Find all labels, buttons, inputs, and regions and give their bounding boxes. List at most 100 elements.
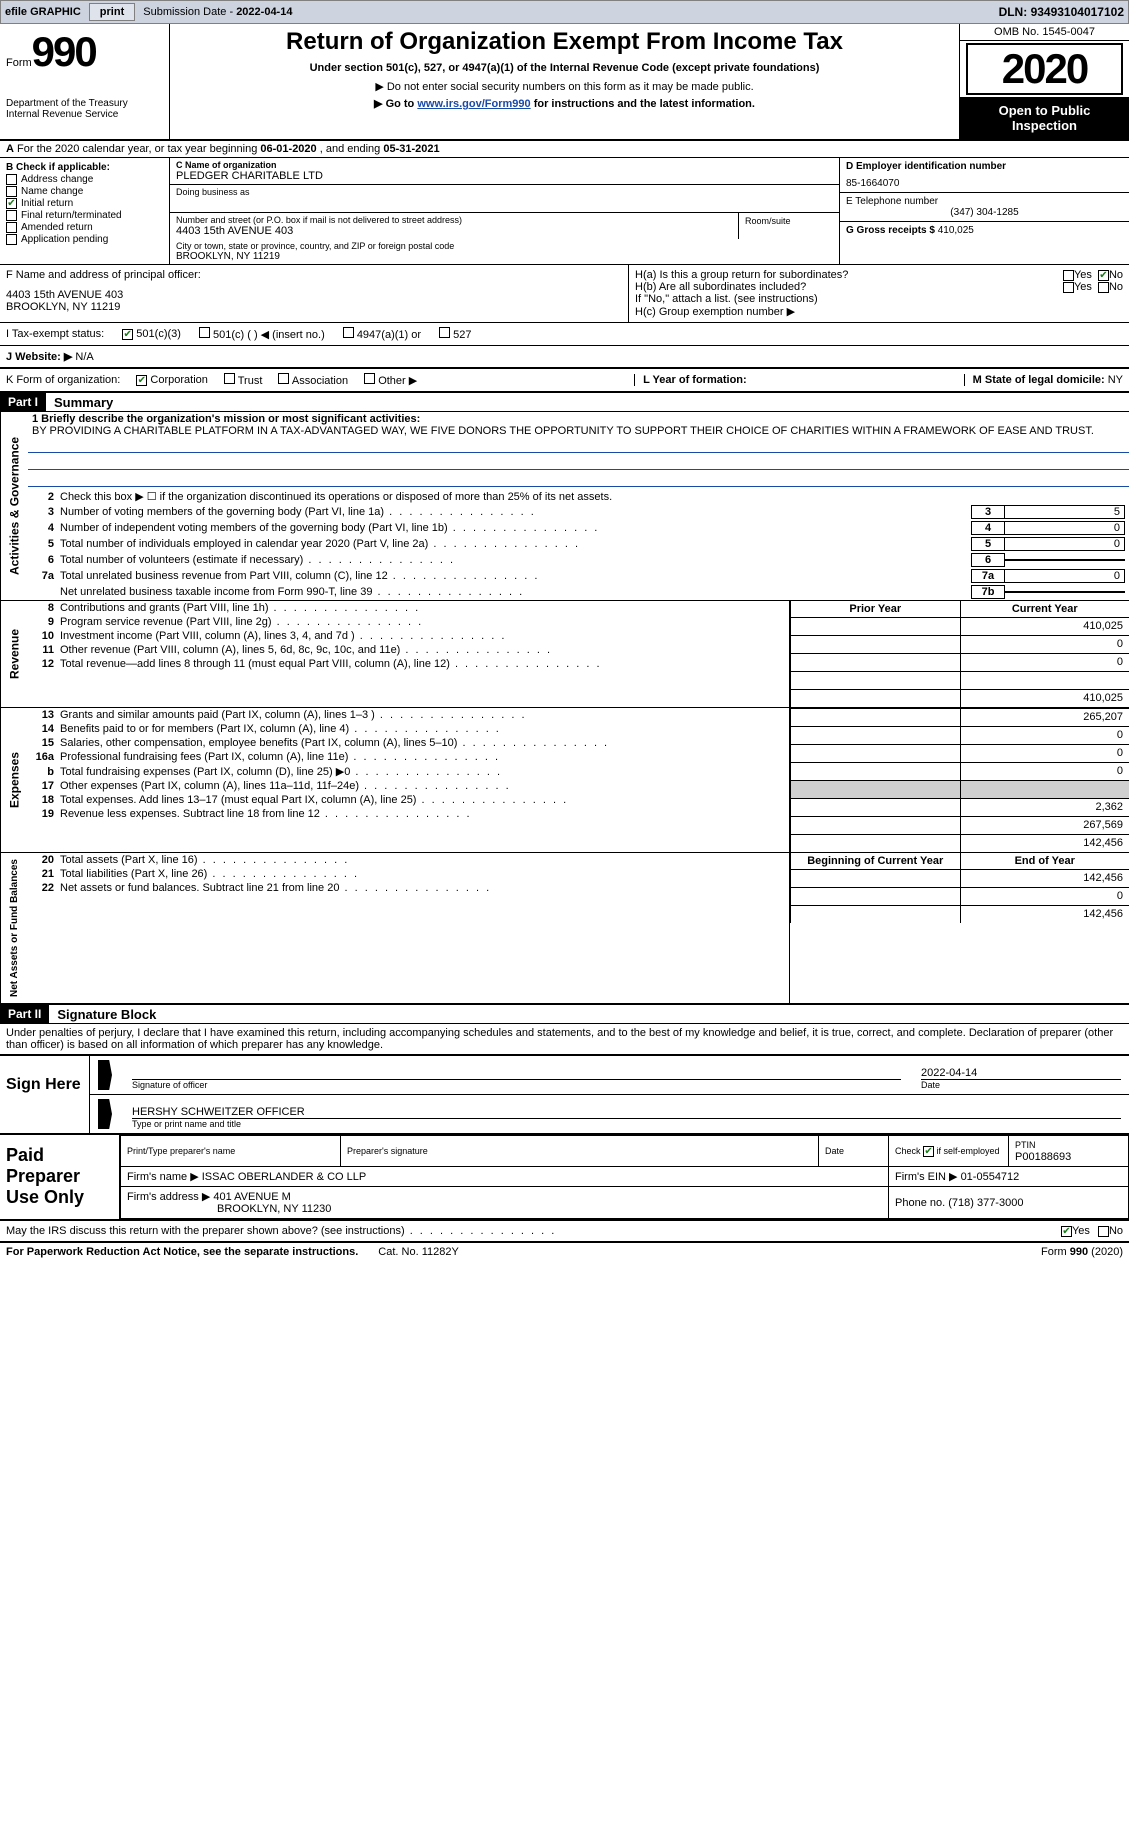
checkbox-column: B Check if applicable: Address change Na… — [0, 158, 170, 264]
trust-checkbox[interactable] — [224, 373, 235, 384]
q2: 2Check this box ▶ ☐ if the organization … — [28, 489, 1129, 504]
fin-line: 9Program service revenue (Part VIII, lin… — [28, 615, 789, 629]
hb-yes-checkbox[interactable] — [1063, 282, 1074, 293]
signature-block: Sign Here Signature of officer 2022-04-1… — [0, 1054, 1129, 1133]
period-begin: 06-01-2020 — [260, 143, 316, 155]
paid-table: Print/Type preparer's name Preparer's si… — [120, 1135, 1129, 1219]
q1-label: 1 Briefly describe the organization's mi… — [32, 413, 420, 425]
527-checkbox[interactable] — [439, 327, 450, 338]
gov-tab: Activities & Governance — [0, 412, 28, 600]
prior-header: Prior Year — [790, 601, 960, 617]
q2-text: Check this box ▶ ☐ if the organization d… — [60, 490, 1125, 503]
right-column: D Employer identification number 85-1664… — [839, 158, 1129, 264]
corp-checkbox[interactable] — [136, 375, 147, 386]
ha-label: H(a) Is this a group return for subordin… — [635, 269, 1063, 281]
m-value: NY — [1108, 374, 1123, 386]
irs-link[interactable]: www.irs.gov/Form990 — [417, 98, 530, 110]
fin-line: 13Grants and similar amounts paid (Part … — [28, 708, 789, 722]
part1-header: Part I Summary — [0, 393, 1129, 412]
discuss-question: May the IRS discuss this return with the… — [6, 1225, 1061, 1237]
amount-row — [790, 671, 1129, 689]
cb-amended[interactable]: Amended return — [6, 222, 163, 233]
goto-suffix: for instructions and the latest informat… — [531, 98, 755, 110]
j-value: N/A — [75, 351, 93, 363]
ruled-line — [28, 438, 1129, 453]
eoy-header: End of Year — [960, 853, 1129, 869]
ha-no: No — [1109, 269, 1123, 281]
ha-yes: Yes — [1074, 269, 1092, 281]
ha-yes-checkbox[interactable] — [1063, 270, 1074, 281]
self-employed-checkbox[interactable] — [923, 1146, 934, 1157]
dept-line1: Department of the Treasury — [6, 98, 163, 109]
other-checkbox[interactable] — [364, 373, 375, 384]
l-block: L Year of formation: — [634, 374, 747, 386]
discuss-no-checkbox[interactable] — [1098, 1226, 1109, 1237]
org-column: C Name of organization PLEDGER CHARITABL… — [170, 158, 839, 264]
cb-amended-label: Amended return — [21, 222, 93, 233]
ha-no-checkbox[interactable] — [1098, 270, 1109, 281]
ruled-line — [28, 455, 1129, 470]
cb-final[interactable]: Final return/terminated — [6, 210, 163, 221]
amount-row: 265,207 — [790, 708, 1129, 726]
f-addr2: BROOKLYN, NY 11219 — [6, 301, 622, 313]
officer-name: HERSHY SCHWEITZER OFFICER — [132, 1106, 1121, 1118]
addr-label: Number and street (or P.O. box if mail i… — [176, 215, 732, 225]
form-number: Form 990 — [6, 28, 163, 76]
amount-row: 410,025 — [790, 689, 1129, 707]
fin-line: 11Other revenue (Part VIII, column (A), … — [28, 643, 789, 657]
501c-checkbox[interactable] — [199, 327, 210, 338]
discuss-yes: Yes — [1072, 1225, 1090, 1237]
cb-application[interactable]: Application pending — [6, 234, 163, 245]
arrow-icon — [98, 1060, 112, 1090]
cb-initial[interactable]: Initial return — [6, 198, 163, 209]
sig-line-2: HERSHY SCHWEITZER OFFICER Type or print … — [90, 1095, 1129, 1133]
trust-label: Trust — [238, 375, 263, 387]
corp-label: Corporation — [150, 374, 207, 386]
prep-name-label: Print/Type preparer's name — [127, 1146, 235, 1156]
ptin-value: P00188693 — [1015, 1151, 1071, 1163]
hb-no-checkbox[interactable] — [1098, 282, 1109, 293]
form-header: Form 990 Department of the Treasury Inte… — [0, 24, 1129, 141]
cb-address-label: Address change — [21, 174, 93, 185]
amount-row — [790, 780, 1129, 798]
fh-block: F Name and address of principal officer:… — [0, 265, 1129, 323]
501c3-checkbox[interactable] — [122, 329, 133, 340]
f-block: F Name and address of principal officer:… — [0, 265, 629, 322]
h-block: H(a) Is this a group return for subordin… — [629, 265, 1129, 322]
amount-header: Prior Year Current Year — [790, 601, 1129, 617]
addr-value: 4403 15th AVENUE 403 — [176, 225, 732, 237]
officer-label: Type or print name and title — [132, 1118, 1121, 1129]
discuss-yes-checkbox[interactable] — [1061, 1226, 1072, 1237]
paid-preparer-label: Paid Preparer Use Only — [0, 1135, 120, 1219]
firm-ein: 01-0554712 — [961, 1171, 1020, 1183]
assoc-checkbox[interactable] — [278, 373, 289, 384]
cb-name-label: Name change — [21, 186, 83, 197]
part2-header: Part II Signature Block — [0, 1005, 1129, 1024]
header-right: OMB No. 1545-0047 2020 Open to Public In… — [959, 24, 1129, 139]
sig-date-value: 2022-04-14 — [921, 1067, 1121, 1079]
fin-line: 10Investment income (Part VIII, column (… — [28, 629, 789, 643]
efile-label: efile GRAPHIC — [5, 6, 81, 18]
goto-line: ▶ Go to www.irs.gov/Form990 for instruct… — [176, 97, 953, 110]
cb-name[interactable]: Name change — [6, 186, 163, 197]
netassets-section: Net Assets or Fund Balances 20Total asse… — [0, 853, 1129, 1005]
discuss-row: May the IRS discuss this return with the… — [0, 1221, 1129, 1243]
print-button[interactable]: print — [89, 3, 135, 21]
header-left: Form 990 Department of the Treasury Inte… — [0, 24, 170, 139]
pra-notice: For Paperwork Reduction Act Notice, see … — [6, 1246, 358, 1258]
current-header: Current Year — [960, 601, 1129, 617]
gross-label: G Gross receipts $ — [846, 225, 938, 236]
l-label: L Year of formation: — [643, 374, 747, 386]
footer-formno: 990 — [1070, 1246, 1088, 1258]
prep-sig-label: Preparer's signature — [347, 1146, 428, 1156]
4947-checkbox[interactable] — [343, 327, 354, 338]
firm-phone: (718) 377-3000 — [948, 1197, 1023, 1209]
org-name-label: C Name of organization — [176, 160, 829, 170]
cb-address[interactable]: Address change — [6, 174, 163, 185]
assoc-label: Association — [292, 375, 348, 387]
form-990-number: 990 — [32, 28, 96, 76]
footer-year: 2020 — [1095, 1246, 1119, 1258]
hb-label: H(b) Are all subordinates included? — [635, 281, 1063, 293]
addr-row: Number and street (or P.O. box if mail i… — [170, 213, 839, 239]
period-text2: , and ending — [320, 143, 384, 155]
